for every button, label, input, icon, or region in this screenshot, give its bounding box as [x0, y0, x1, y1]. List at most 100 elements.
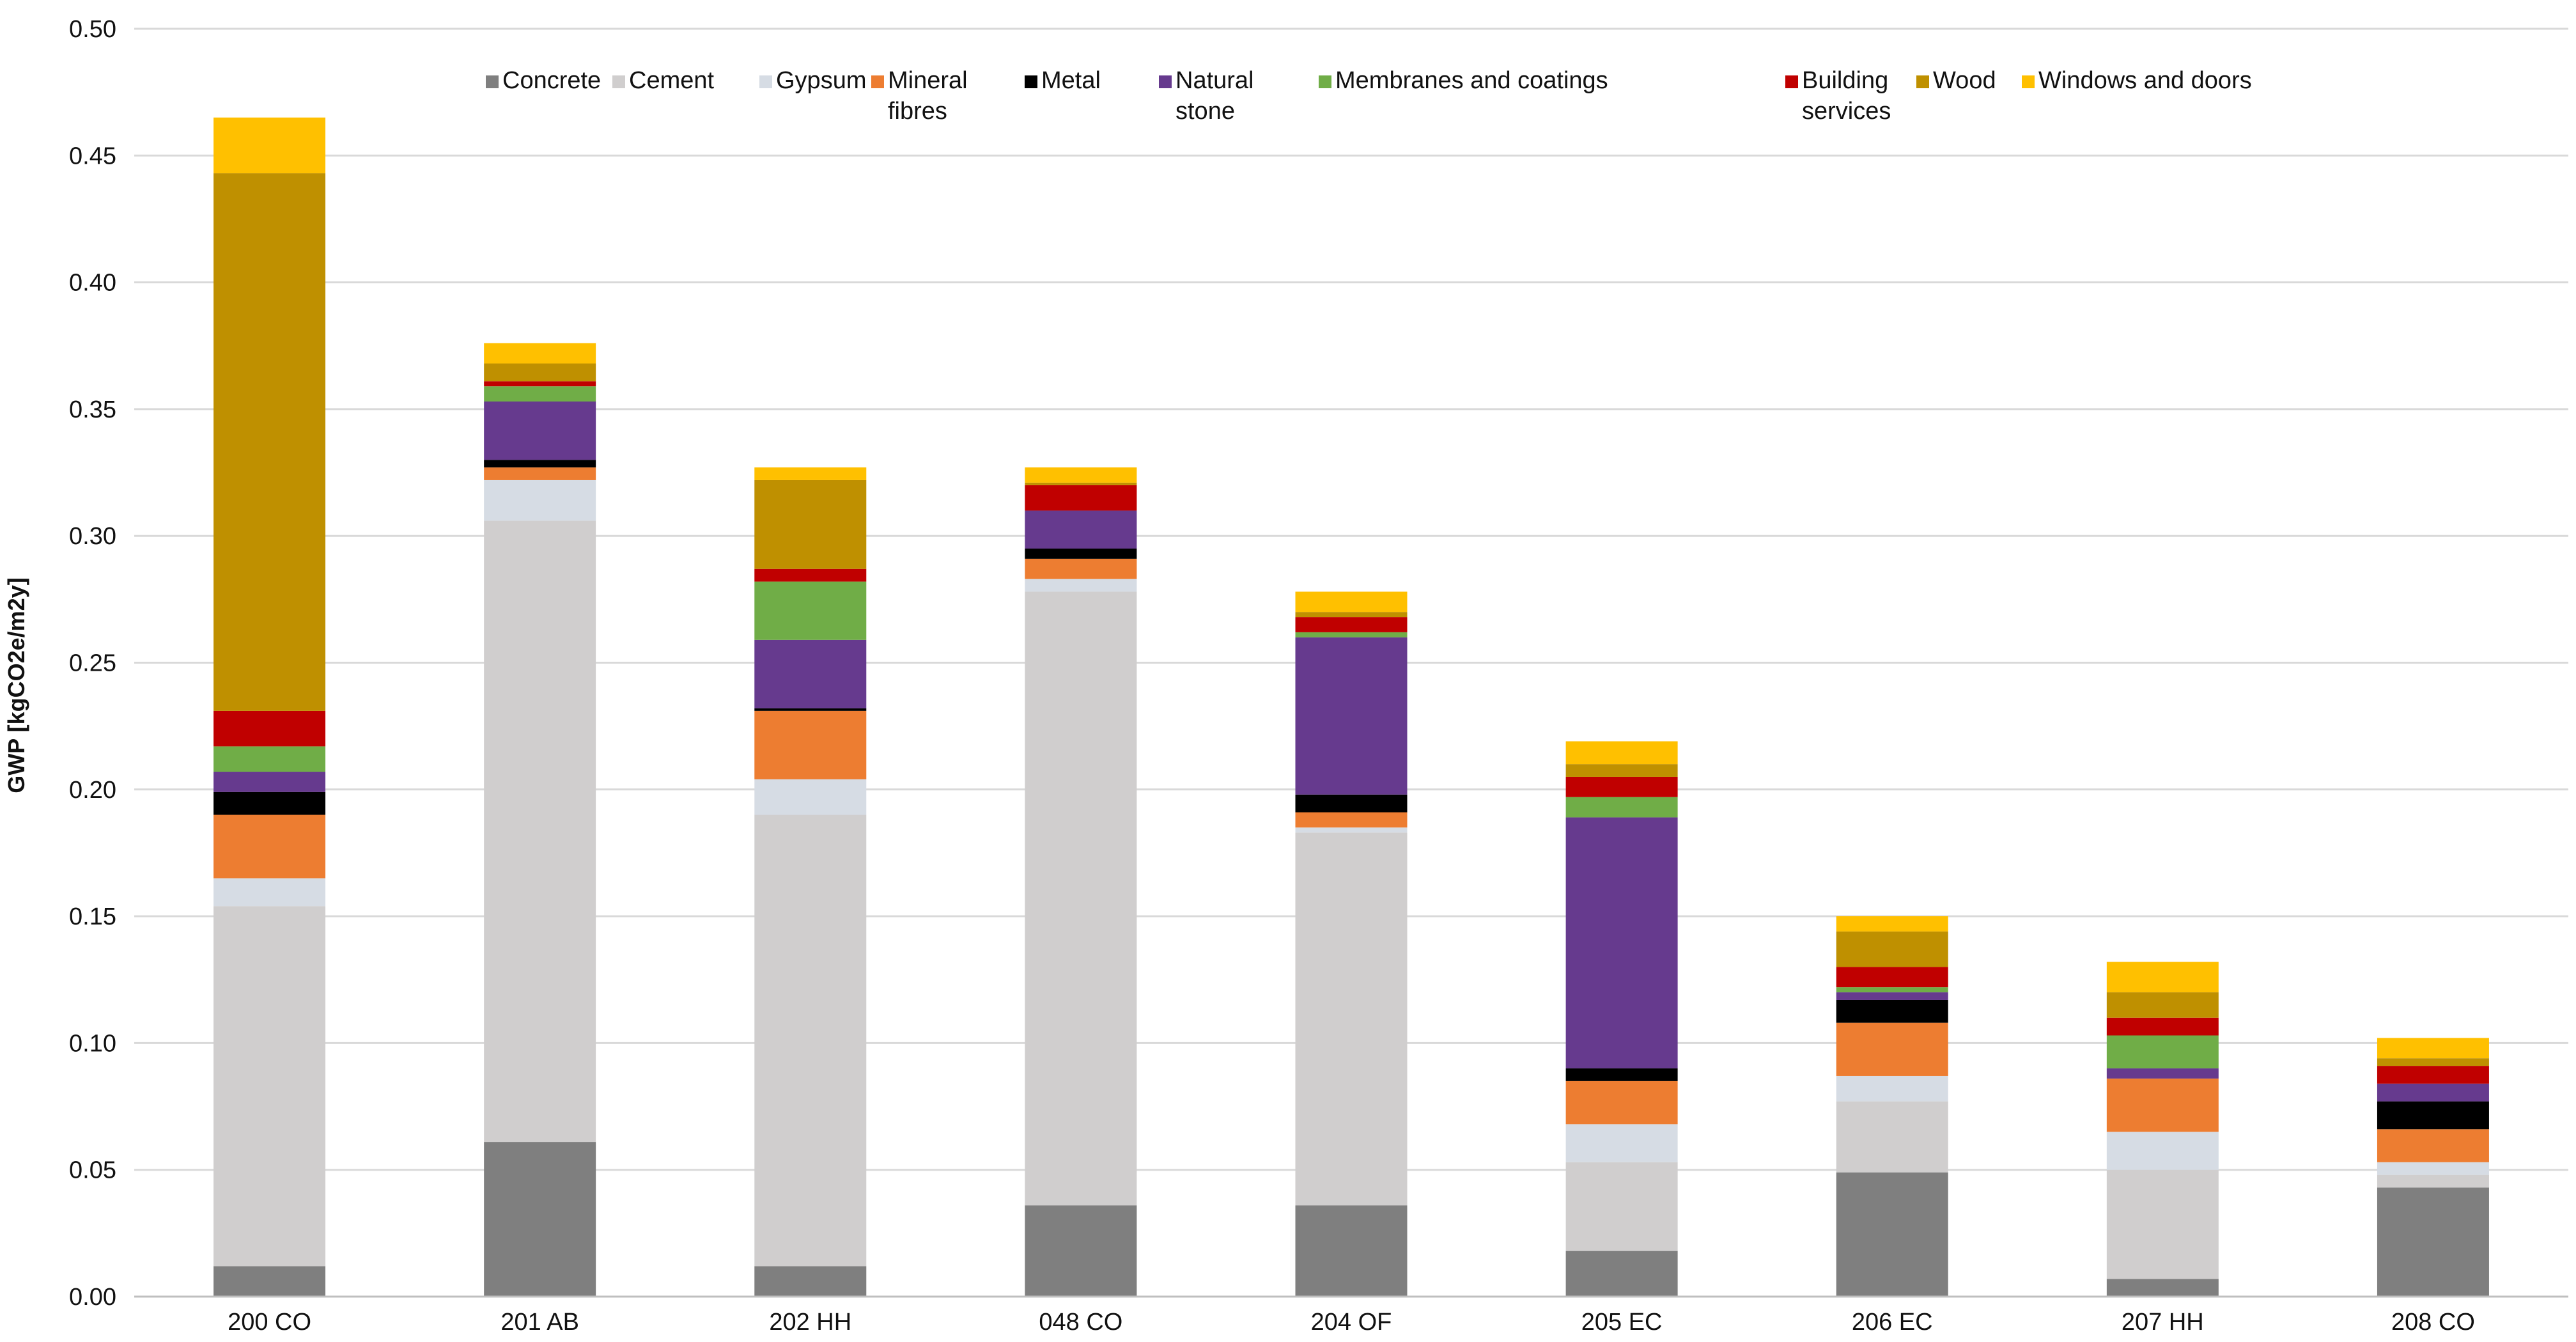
bar-segment-building-services — [1295, 617, 1408, 632]
bar-segment-mineral-fibres — [1565, 1081, 1678, 1125]
x-category-label: 206 EC — [1852, 1309, 1933, 1336]
legend-label: Metal — [1041, 67, 1101, 94]
bar-segment-concrete — [2106, 1279, 2219, 1297]
bar-segment-natural-stone — [1565, 817, 1678, 1069]
bar-segment-wood — [213, 173, 326, 711]
legend-swatch — [1785, 75, 1798, 88]
legend-label: Natural — [1175, 67, 1254, 94]
bar-segment-building-services — [213, 710, 326, 747]
bar-segment-wood — [1025, 482, 1137, 485]
bar-segment-mineral-fibres — [1836, 1022, 1948, 1076]
bar-segment-concrete — [1836, 1172, 1948, 1297]
bar-segment-mineral-fibres — [754, 710, 867, 779]
bar-segment-gypsum — [754, 779, 867, 815]
bar-segment-metal — [754, 708, 867, 711]
legend-swatch — [759, 75, 772, 88]
legend-label: Mineral — [888, 67, 968, 94]
bar-segment-natural-stone — [2377, 1083, 2489, 1102]
bars — [213, 117, 2489, 1297]
bar-segment-building-services — [2106, 1017, 2219, 1036]
bar-segment-windows-and-doors — [1565, 741, 1678, 765]
y-tick-label: 0.25 — [69, 650, 116, 677]
y-tick-label: 0.30 — [69, 523, 116, 550]
legend-label: Building — [1802, 67, 1888, 94]
legend-swatch — [871, 75, 884, 88]
bar-segment-building-services — [1025, 485, 1137, 511]
bar-segment-membranes-and-coatings — [2106, 1035, 2219, 1069]
bar-segment-metal — [2377, 1101, 2489, 1130]
bar-segment-concrete — [213, 1266, 326, 1297]
legend-swatch — [1319, 75, 1331, 88]
bar-segment-mineral-fibres — [2377, 1129, 2489, 1162]
bar-segment-gypsum — [484, 480, 596, 521]
bar-segment-cement — [2377, 1174, 2489, 1188]
bar-segment-cement — [2106, 1169, 2219, 1279]
bar-segment-metal — [1025, 549, 1137, 559]
y-tick-label: 0.35 — [69, 396, 116, 423]
bar-segment-cement — [484, 520, 596, 1143]
bar-segment-metal — [1295, 794, 1408, 813]
legend-swatch — [2022, 75, 2035, 88]
bar-segment-windows-and-doors — [1025, 467, 1137, 483]
legend-label: Gypsum — [776, 67, 866, 94]
bar-segment-building-services — [754, 568, 867, 582]
bar-segment-cement — [1836, 1101, 1948, 1173]
x-category-label: 207 HH — [2122, 1309, 2204, 1336]
legend-label: Membranes and coatings — [1335, 67, 1608, 94]
bar-segment-concrete — [1565, 1251, 1678, 1297]
y-tick-label: 0.45 — [69, 143, 116, 169]
bar-segment-gypsum — [213, 878, 326, 907]
bar-segment-gypsum — [2377, 1162, 2489, 1175]
bar-segment-metal — [1836, 999, 1948, 1023]
bar-segment-gypsum — [1836, 1075, 1948, 1102]
legend-label: Windows and doors — [2038, 67, 2252, 94]
legend-label: fibres — [888, 98, 947, 125]
legend: Concrete Cement Gypsum Mineral fibres Metal Na… — [486, 67, 2252, 125]
bar-segment-mineral-fibres — [2106, 1078, 2219, 1132]
bar-segment-gypsum — [1295, 827, 1408, 833]
bar-segment-metal — [484, 460, 596, 468]
y-tick-label: 0.00 — [69, 1284, 116, 1311]
bar-segment-membranes-and-coatings — [1836, 987, 1948, 993]
bar-segment-windows-and-doors — [213, 117, 326, 174]
y-tick-label: 0.50 — [69, 16, 116, 43]
bar-segment-mineral-fibres — [213, 815, 326, 878]
legend-swatch — [1916, 75, 1929, 88]
bar-segment-gypsum — [1565, 1124, 1678, 1162]
bar-segment-gypsum — [1025, 579, 1137, 592]
x-category-label: 208 CO — [2391, 1309, 2475, 1336]
bar-segment-membranes-and-coatings — [213, 746, 326, 772]
x-category-label: 205 EC — [1581, 1309, 1663, 1336]
bar-segment-natural-stone — [484, 402, 596, 460]
x-category-label: 048 CO — [1039, 1309, 1122, 1336]
bar-segment-mineral-fibres — [1295, 812, 1408, 828]
legend-swatch — [486, 75, 499, 88]
bar-segment-windows-and-doors — [2106, 962, 2219, 993]
bar-segment-wood — [1836, 931, 1948, 967]
y-tick-label: 0.20 — [69, 777, 116, 804]
bar-segment-wood — [484, 363, 596, 382]
bar-segment-cement — [1025, 591, 1137, 1206]
bar-segment-concrete — [754, 1266, 867, 1297]
bar-segment-metal — [213, 792, 326, 815]
legend-label: Cement — [629, 67, 714, 94]
bar-segment-membranes-and-coatings — [1565, 797, 1678, 818]
y-tick-label: 0.05 — [69, 1157, 116, 1184]
bar-segment-membranes-and-coatings — [1295, 632, 1408, 637]
bar-segment-mineral-fibres — [1025, 558, 1137, 579]
x-category-label: 202 HH — [769, 1309, 851, 1336]
bar-segment-natural-stone — [754, 639, 867, 708]
bar-segment-natural-stone — [1025, 510, 1137, 549]
bar-segment-mineral-fibres — [484, 467, 596, 480]
bar-segment-cement — [213, 906, 326, 1267]
bar-segment-wood — [1565, 764, 1678, 777]
bar-segment-natural-stone — [2106, 1068, 2219, 1079]
legend-swatch — [1025, 75, 1037, 88]
bar-segment-membranes-and-coatings — [484, 386, 596, 402]
bar-segment-wood — [2377, 1058, 2489, 1066]
bar-segment-building-services — [1836, 967, 1948, 988]
bar-segment-building-services — [484, 381, 596, 387]
bar-segment-windows-and-doors — [1295, 591, 1408, 612]
bar-segment-windows-and-doors — [754, 467, 867, 480]
